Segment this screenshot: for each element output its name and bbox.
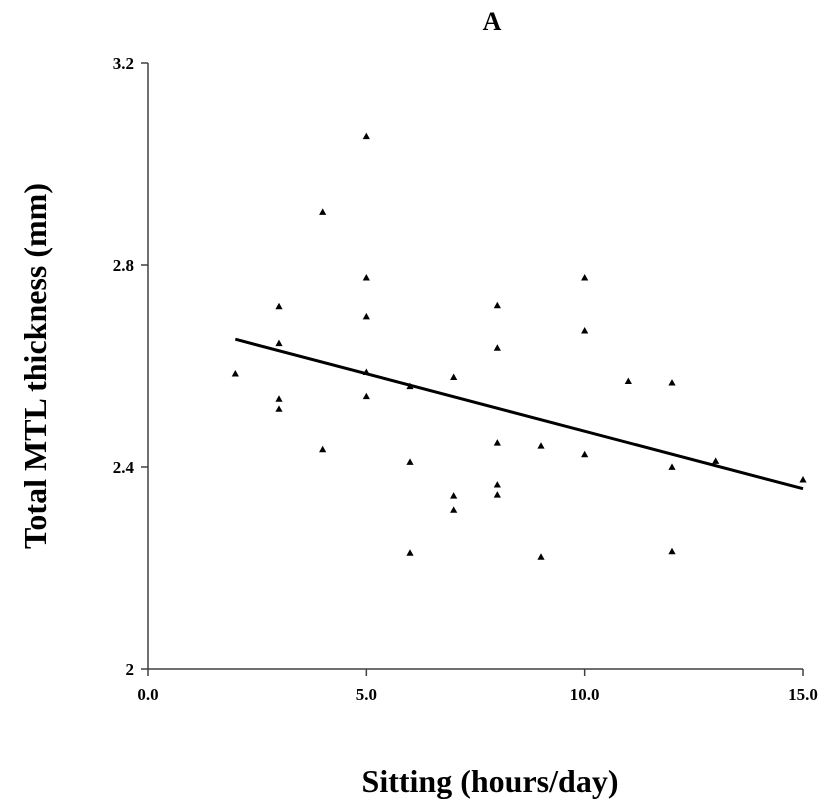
axes	[147, 63, 803, 670]
data-point	[668, 547, 676, 555]
data-point	[668, 463, 676, 470]
chart-title: A	[483, 7, 502, 36]
data-point	[362, 312, 370, 320]
data-point	[537, 442, 545, 449]
data-points	[231, 132, 807, 560]
x-tick-label: 10.0	[570, 685, 600, 704]
data-point	[319, 208, 327, 215]
data-point	[668, 379, 676, 386]
trendline	[234, 337, 804, 491]
data-point	[319, 445, 327, 453]
data-point	[537, 553, 545, 560]
y-axis-title: Total MTL thickness (mm)	[17, 183, 53, 549]
y-tick-label: 2	[126, 660, 135, 679]
y-tick-label: 2.4	[113, 458, 135, 477]
x-tick-label: 0.0	[137, 685, 158, 704]
data-point	[581, 274, 589, 281]
data-point	[581, 450, 589, 458]
y-tick-label: 3.2	[113, 54, 134, 73]
data-point	[362, 392, 370, 400]
data-point	[231, 369, 239, 377]
data-point	[493, 301, 501, 309]
data-point	[493, 439, 501, 446]
data-point	[624, 377, 632, 385]
data-point	[275, 339, 283, 347]
data-point	[581, 327, 589, 334]
data-point	[493, 481, 501, 488]
data-point	[362, 274, 370, 281]
x-axis-title: Sitting (hours/day)	[362, 763, 619, 799]
data-point	[493, 344, 501, 351]
data-point	[275, 405, 283, 412]
data-point	[406, 382, 414, 390]
data-point	[799, 476, 807, 483]
data-point	[275, 302, 283, 310]
data-point	[275, 395, 283, 402]
data-point	[450, 506, 458, 513]
data-point	[362, 368, 370, 375]
data-point	[406, 458, 414, 465]
data-point	[712, 457, 720, 464]
x-tick-label: 5.0	[356, 685, 377, 704]
data-point	[450, 492, 458, 499]
data-point	[450, 373, 458, 380]
x-tick-label: 15.0	[788, 685, 818, 704]
trendline-group	[234, 337, 804, 491]
data-point	[493, 491, 501, 498]
y-tick-label: 2.8	[113, 256, 134, 275]
ticks: 2 2.4 2.8 3.2 0.0 5.0 10.0 15.0	[113, 54, 818, 704]
data-point	[362, 132, 370, 140]
data-point	[406, 549, 414, 556]
